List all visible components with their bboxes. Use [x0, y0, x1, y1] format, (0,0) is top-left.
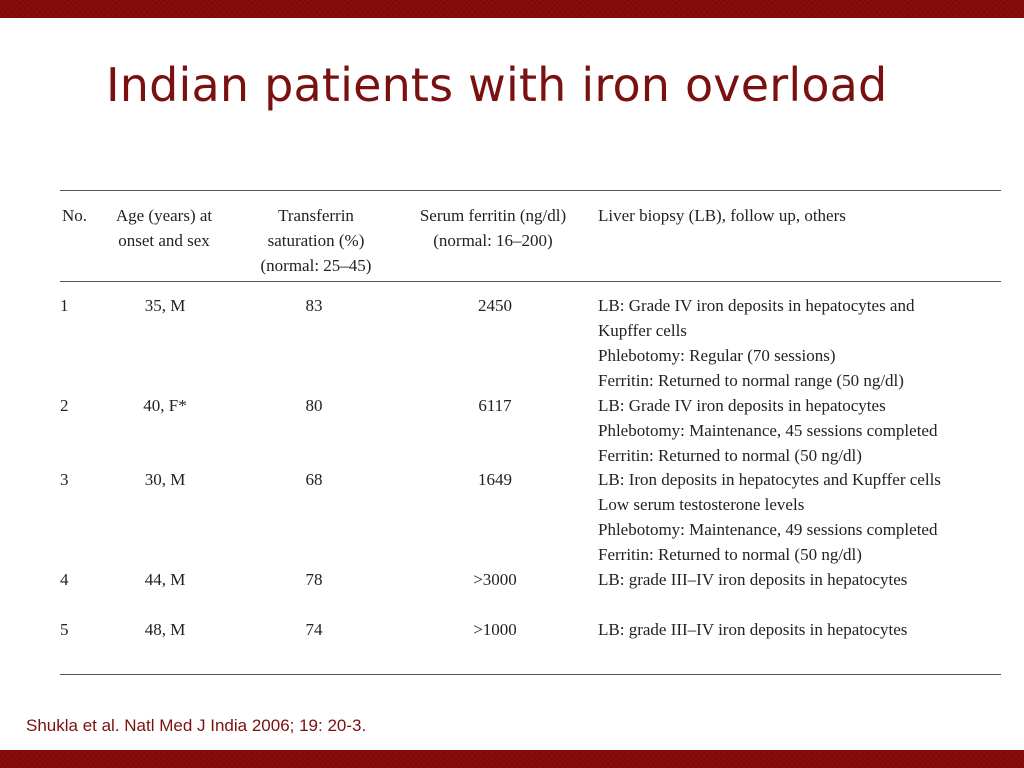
table-top-rule	[60, 190, 1001, 191]
header-no: No.	[62, 206, 88, 225]
lb-line: LB: grade III–IV iron deposits in hepato…	[598, 570, 908, 589]
row-age-sex: 30, M	[144, 470, 186, 489]
lb-line: LB: grade III–IV iron deposits in hepato…	[598, 620, 908, 639]
top-decorative-bar	[0, 0, 1024, 18]
lb-line: Phlebotomy: Maintenance, 45 sessions com…	[598, 421, 938, 440]
row-serum-ferritin: 6117	[478, 396, 512, 415]
table-header-rule	[60, 281, 1001, 282]
row-liver-biopsy: LB: grade III–IV iron deposits in hepato…	[598, 567, 907, 592]
header-transferrin-saturation: Transferrin saturation (%) (normal: 25–4…	[238, 203, 394, 278]
lb-line: Ferritin: Returned to normal (50 ng/dl)	[598, 446, 862, 465]
row-transferrin-saturation: 74	[305, 620, 323, 639]
lb-line: Ferritin: Returned to normal (50 ng/dl)	[598, 545, 862, 564]
header-ferritin-line: (normal: 16–200)	[433, 231, 553, 250]
header-serum-ferritin: Serum ferritin (ng/dl) (normal: 16–200)	[398, 203, 588, 253]
row-age-sex: 44, M	[144, 570, 186, 589]
row-serum-ferritin: 1649	[478, 470, 512, 489]
row-transferrin-saturation: 83	[305, 296, 323, 315]
row-transferrin-saturation: 78	[305, 570, 323, 589]
row-serum-ferritin: >3000	[473, 570, 517, 589]
row-age-sex: 40, F*	[143, 396, 187, 415]
row-age-sex: 35, M	[144, 296, 186, 315]
row-liver-biopsy: LB: Iron deposits in hepatocytes and Kup…	[598, 467, 941, 567]
lb-line: LB: Grade IV iron deposits in hepatocyte…	[598, 396, 886, 415]
row-no: 5	[60, 620, 69, 639]
row-no: 3	[60, 470, 69, 489]
header-age-line: Age (years) at	[115, 206, 213, 225]
row-no: 2	[60, 396, 69, 415]
header-tsat-line: saturation (%)	[267, 231, 365, 250]
table-bottom-rule	[60, 674, 1001, 675]
lb-line: Ferritin: Returned to normal range (50 n…	[598, 371, 904, 390]
row-transferrin-saturation: 68	[305, 470, 323, 489]
header-tsat-line: Transferrin	[278, 206, 354, 225]
row-liver-biopsy: LB: grade III–IV iron deposits in hepato…	[598, 617, 907, 642]
lb-line: LB: Grade IV iron deposits in hepatocyte…	[598, 296, 915, 315]
slide-title: Indian patients with iron overload	[106, 58, 888, 112]
row-serum-ferritin: >1000	[473, 620, 517, 639]
header-liver-biopsy: Liver biopsy (LB), follow up, others	[598, 206, 846, 225]
lb-line: Kupffer cells	[598, 321, 687, 340]
lb-line: Phlebotomy: Maintenance, 49 sessions com…	[598, 520, 938, 539]
row-liver-biopsy: LB: Grade IV iron deposits in hepatocyte…	[598, 393, 937, 468]
row-age-sex: 48, M	[144, 620, 186, 639]
bottom-decorative-bar	[0, 750, 1024, 768]
header-age-line: onset and sex	[118, 231, 210, 250]
header-age: Age (years) at onset and sex	[100, 203, 228, 253]
lb-line: Low serum testosterone levels	[598, 495, 805, 514]
row-no: 4	[60, 570, 69, 589]
row-transferrin-saturation: 80	[305, 396, 323, 415]
row-serum-ferritin: 2450	[478, 296, 512, 315]
row-liver-biopsy: LB: Grade IV iron deposits in hepatocyte…	[598, 293, 914, 393]
header-ferritin-line: Serum ferritin (ng/dl)	[419, 206, 567, 225]
lb-line: Phlebotomy: Regular (70 sessions)	[598, 346, 836, 365]
citation: Shukla et al. Natl Med J India 2006; 19:…	[26, 716, 367, 735]
lb-line: LB: Iron deposits in hepatocytes and Kup…	[598, 470, 941, 489]
row-no: 1	[60, 296, 69, 315]
header-tsat-line: (normal: 25–45)	[260, 256, 372, 275]
